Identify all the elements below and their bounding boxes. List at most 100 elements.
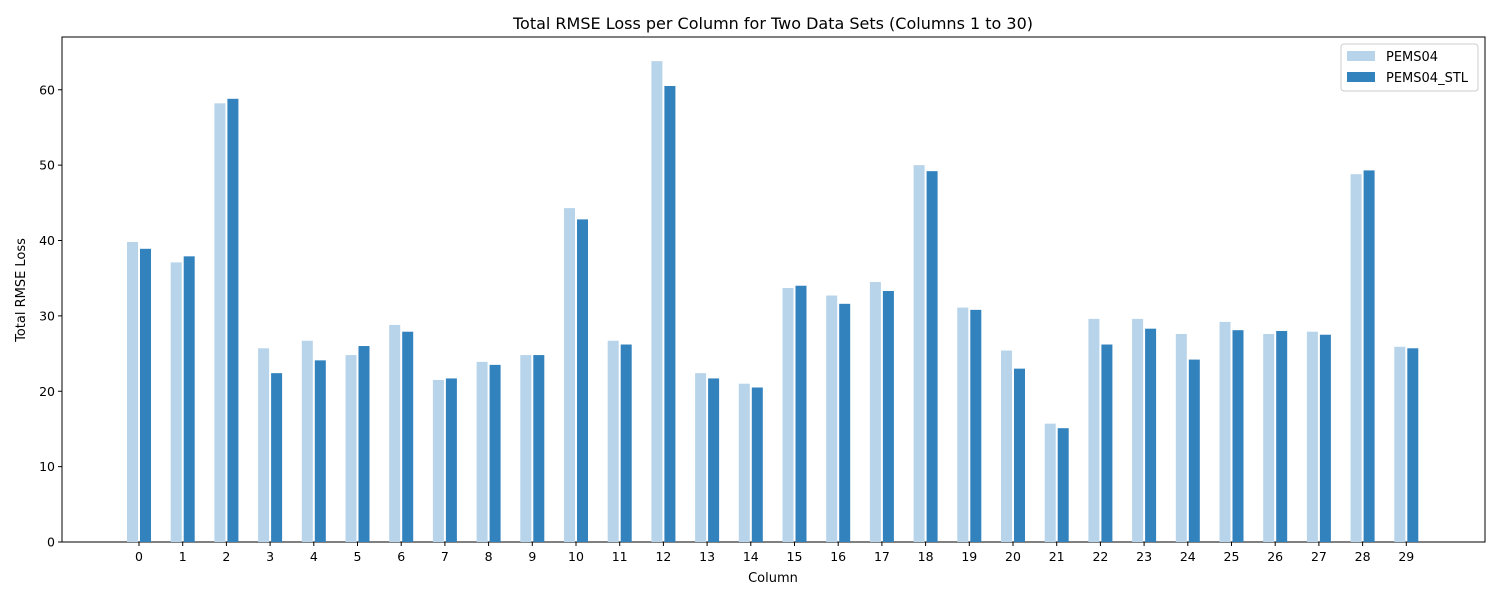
bar-pems04-1 <box>170 262 182 542</box>
x-tick-label: 7 <box>441 549 449 564</box>
x-tick-label: 17 <box>874 549 890 564</box>
bar-pems04-22 <box>1088 318 1100 542</box>
bar-pems04-stl-15 <box>795 285 807 542</box>
chart-title: Total RMSE Loss per Column for Two Data … <box>512 14 1033 33</box>
bar-pems04-28 <box>1350 174 1362 542</box>
bar-pems04-stl-9 <box>533 355 545 542</box>
x-tick-label: 2 <box>222 549 230 564</box>
bar-pems04-11 <box>607 340 619 542</box>
x-axis: 0 1 2 3 4 5 6 7 8 9 10 11 12 13 14 15 16 17 18 19 20 21 22 23 24… <box>135 542 1414 564</box>
x-tick-label: 5 <box>354 549 362 564</box>
bar-pems04-stl-4 <box>314 360 326 542</box>
x-tick-label: 4 <box>310 549 318 564</box>
bar-pems04-20 <box>1001 350 1012 542</box>
bar-pems04-stl-7 <box>445 378 457 542</box>
bar-pems04-stl-22 <box>1101 344 1113 542</box>
bar-pems04-23 <box>1132 318 1144 542</box>
x-axis-label: Column <box>748 571 798 586</box>
x-tick-label: 22 <box>1092 549 1108 564</box>
x-tick-label: 0 <box>135 549 143 564</box>
x-tick-label: 20 <box>1005 549 1021 564</box>
bar-pems04-stl-11 <box>620 344 632 542</box>
x-tick-label: 8 <box>485 549 493 564</box>
bar-pems04-stl-12 <box>664 85 676 543</box>
legend-label-pems04: PEMS04 <box>1386 50 1438 65</box>
x-tick-label: 23 <box>1136 549 1152 564</box>
x-tick-label: 18 <box>918 549 934 564</box>
bar-pems04-27 <box>1306 331 1318 542</box>
bar-pems04-16 <box>826 295 838 542</box>
legend: PEMS04 PEMS04_STL <box>1340 43 1479 92</box>
x-tick-label: 16 <box>830 549 846 564</box>
bar-pems04-2 <box>214 103 226 542</box>
bar-pems04-7 <box>432 379 444 542</box>
bar-pems04-24 <box>1175 333 1187 542</box>
x-tick-label: 28 <box>1355 549 1371 564</box>
bar-pems04-stl-19 <box>970 309 982 542</box>
bar-pems04-stl-25 <box>1232 330 1244 542</box>
bar-pems04-25 <box>1219 321 1231 542</box>
x-tick-label: 1 <box>179 549 187 564</box>
x-tick-label: 15 <box>787 549 803 564</box>
bar-pems04-5 <box>345 355 357 542</box>
bar-pems04-19 <box>957 307 969 542</box>
x-tick-label: 10 <box>568 549 584 564</box>
bar-pems04-10 <box>564 208 575 542</box>
x-tick-label: 11 <box>612 549 628 564</box>
bar-pems04-stl-26 <box>1276 330 1288 542</box>
bar-pems04-12 <box>651 61 663 543</box>
legend-swatch-pems04 <box>1347 51 1375 61</box>
x-tick-label: 12 <box>655 549 671 564</box>
y-tick-label: 30 <box>39 308 55 323</box>
bar-pems04-26 <box>1263 333 1275 542</box>
bars-group <box>127 61 1419 543</box>
bar-pems04-stl-14 <box>751 387 763 542</box>
y-tick-label: 20 <box>39 384 55 399</box>
plot-area <box>61 36 1486 543</box>
bar-pems04-4 <box>301 340 313 542</box>
y-tick-label: 40 <box>39 233 55 248</box>
bar-pems04-stl-18 <box>926 171 938 542</box>
bar-pems04-stl-8 <box>489 364 501 542</box>
x-tick-label: 24 <box>1180 549 1196 564</box>
y-tick-label: 50 <box>39 158 55 173</box>
x-tick-label: 26 <box>1267 549 1283 564</box>
bar-pems04-stl-27 <box>1319 334 1331 542</box>
y-axis-label: Total RMSE Loss <box>14 238 29 343</box>
bar-pems04-stl-28 <box>1363 170 1375 542</box>
bar-pems04-8 <box>476 361 488 542</box>
bar-pems04-stl-16 <box>839 303 851 542</box>
x-tick-label: 6 <box>397 549 405 564</box>
x-tick-label: 21 <box>1049 549 1065 564</box>
x-tick-label: 29 <box>1398 549 1414 564</box>
bar-pems04-stl-21 <box>1057 428 1069 542</box>
y-axis: 0 10 20 30 40 50 60 <box>39 82 62 550</box>
y-tick-label: 10 <box>39 459 55 474</box>
x-tick-label: 27 <box>1311 549 1327 564</box>
x-tick-label: 25 <box>1224 549 1240 564</box>
bar-pems04-stl-17 <box>882 291 894 542</box>
x-tick-label: 14 <box>743 549 759 564</box>
bar-pems04-stl-13 <box>708 378 720 542</box>
x-tick-label: 13 <box>699 549 715 564</box>
bar-pems04-stl-2 <box>227 98 239 542</box>
bar-pems04-21 <box>1044 423 1056 542</box>
bar-pems04-14 <box>738 383 750 542</box>
bar-pems04-stl-23 <box>1145 328 1157 542</box>
bar-pems04-15 <box>782 287 794 542</box>
bar-pems04-stl-0 <box>140 248 151 543</box>
bar-pems04-0 <box>127 242 138 542</box>
bar-pems04-stl-24 <box>1188 359 1200 542</box>
bar-pems04-13 <box>695 373 707 542</box>
bar-pems04-9 <box>520 355 532 542</box>
x-tick-label: 3 <box>266 549 274 564</box>
bar-pems04-18 <box>913 165 925 542</box>
bar-pems04-stl-20 <box>1014 368 1025 542</box>
bar-pems04-6 <box>389 324 401 542</box>
bar-pems04-stl-5 <box>358 346 370 542</box>
x-tick-label: 19 <box>961 549 977 564</box>
y-tick-label: 60 <box>39 82 55 97</box>
bar-pems04-29 <box>1394 346 1406 542</box>
legend-swatch-pems04-stl <box>1347 72 1375 82</box>
